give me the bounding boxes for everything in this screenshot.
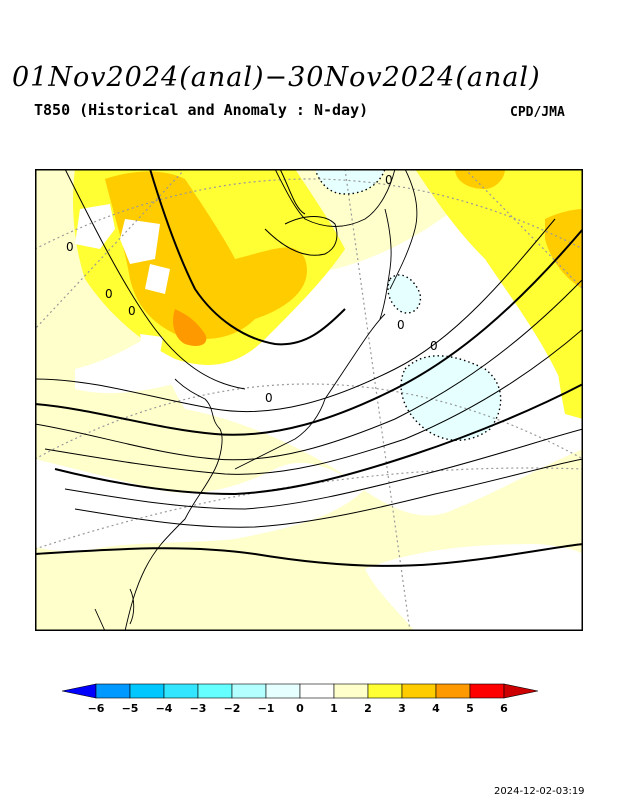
contour-line-1 xyxy=(35,218,556,413)
contour-labels: 0 0 0 0 0 0 0 xyxy=(66,173,438,405)
legend-label: −4 xyxy=(156,702,173,715)
legend-label: −1 xyxy=(258,702,275,715)
legend-swatch xyxy=(163,683,199,699)
anomaly-region-cyan-e xyxy=(401,355,501,441)
contour-label-zero-4: 0 xyxy=(128,304,136,318)
legend-label: −2 xyxy=(224,702,241,715)
coastline-sakhalin xyxy=(379,208,392,320)
legend-swatch xyxy=(129,683,165,699)
map-title: 01Nov2024(anal)−30Nov2024(anal) xyxy=(12,62,541,93)
legend-swatch xyxy=(197,683,233,699)
legend-labels: −6 −5 −4 −3 −2 −1 0 1 2 3 4 5 6 xyxy=(88,702,509,715)
anomaly-region-cyan-n xyxy=(315,169,385,194)
contour-line-6 xyxy=(64,428,583,510)
legend-swatch xyxy=(61,683,97,699)
legend-label: 6 xyxy=(500,702,508,715)
coastline-japan xyxy=(234,313,386,470)
anomaly-region-orange-nw xyxy=(105,171,307,339)
terrain-mask-3 xyxy=(145,264,170,294)
anomaly-region-darkorange xyxy=(173,309,207,346)
legend-swatches xyxy=(61,683,539,699)
contour-label-zero-2: 0 xyxy=(66,240,74,254)
contour-line-7 xyxy=(74,458,583,528)
anomaly-map: 0 0 0 0 0 0 0 xyxy=(35,169,583,631)
anomaly-region-yellow-ne xyxy=(415,169,583,419)
contour-line-3 xyxy=(35,278,583,461)
legend-swatch xyxy=(95,683,131,699)
legend-label: 0 xyxy=(296,702,304,715)
legend-swatch xyxy=(503,683,539,699)
legend-swatch xyxy=(367,683,403,699)
legend-label: 2 xyxy=(364,702,372,715)
graticule-meridian-3 xyxy=(464,169,583,290)
graticule-parallel-1 xyxy=(35,178,583,250)
legend-label: −6 xyxy=(88,702,105,715)
legend-label: 3 xyxy=(398,702,406,715)
contour-line-10 xyxy=(149,169,346,346)
anomaly-region-white xyxy=(155,200,583,516)
anomaly-contour-zero-north xyxy=(314,169,386,195)
legend-swatch xyxy=(333,683,369,699)
map-frame xyxy=(35,169,583,631)
contour-line-8 xyxy=(35,543,583,567)
contour-line-9 xyxy=(64,169,246,390)
legend-label: 4 xyxy=(432,702,440,715)
coastline-korea-china xyxy=(124,378,223,631)
anomaly-contours xyxy=(314,169,502,441)
agency-label: CPD/JMA xyxy=(510,105,565,120)
coastline-philippines xyxy=(94,608,106,631)
terrain-mask-2 xyxy=(120,219,160,264)
contour-line-11 xyxy=(264,216,338,256)
color-legend: −6 −5 −4 −3 −2 −1 0 1 2 3 4 5 6 xyxy=(61,683,539,715)
coastline-kamchatka xyxy=(389,169,418,290)
terrain-mask-1 xyxy=(75,204,115,249)
contour-line-5 xyxy=(54,383,583,496)
coastlines xyxy=(94,169,418,631)
temperature-contours xyxy=(35,169,583,567)
graticule-meridian-2 xyxy=(35,169,186,330)
timestamp: 2024-12-02-03:19 xyxy=(494,786,585,797)
contour-line-2 xyxy=(35,228,583,436)
contour-label-zero-6: 0 xyxy=(385,173,393,187)
legend-label: −3 xyxy=(190,702,207,715)
anomaly-region-cyan-mid xyxy=(388,274,421,314)
anomaly-shading xyxy=(35,169,583,631)
contour-label-zero-3: 0 xyxy=(105,287,113,301)
contour-line-12 xyxy=(279,169,306,215)
legend-swatch xyxy=(265,683,301,699)
anomaly-contour-zero-east xyxy=(400,355,502,441)
legend-swatch xyxy=(435,683,471,699)
legend-swatch xyxy=(231,683,267,699)
legend-swatch xyxy=(401,683,437,699)
terrain-mask-4 xyxy=(140,334,163,354)
anomaly-contour-zero-mid xyxy=(387,274,422,314)
map-subtitle: T850 (Historical and Anomaly : N-day) xyxy=(34,101,369,119)
legend-label: 5 xyxy=(466,702,474,715)
contour-label-zero-5: 0 xyxy=(430,339,438,353)
contour-line-4 xyxy=(44,328,583,475)
coastline-okhotsk xyxy=(274,169,396,227)
legend-label: −5 xyxy=(122,702,139,715)
legend-swatch xyxy=(299,683,335,699)
legend-swatch xyxy=(469,683,505,699)
anomaly-region-orange-ne xyxy=(455,169,505,189)
contour-label-zero-7: 0 xyxy=(397,318,405,332)
contour-label-zero-1: 0 xyxy=(265,391,273,405)
coastline-taiwan xyxy=(129,588,135,625)
legend-label: 1 xyxy=(330,702,338,715)
anomaly-region-orange-e xyxy=(545,209,583,289)
